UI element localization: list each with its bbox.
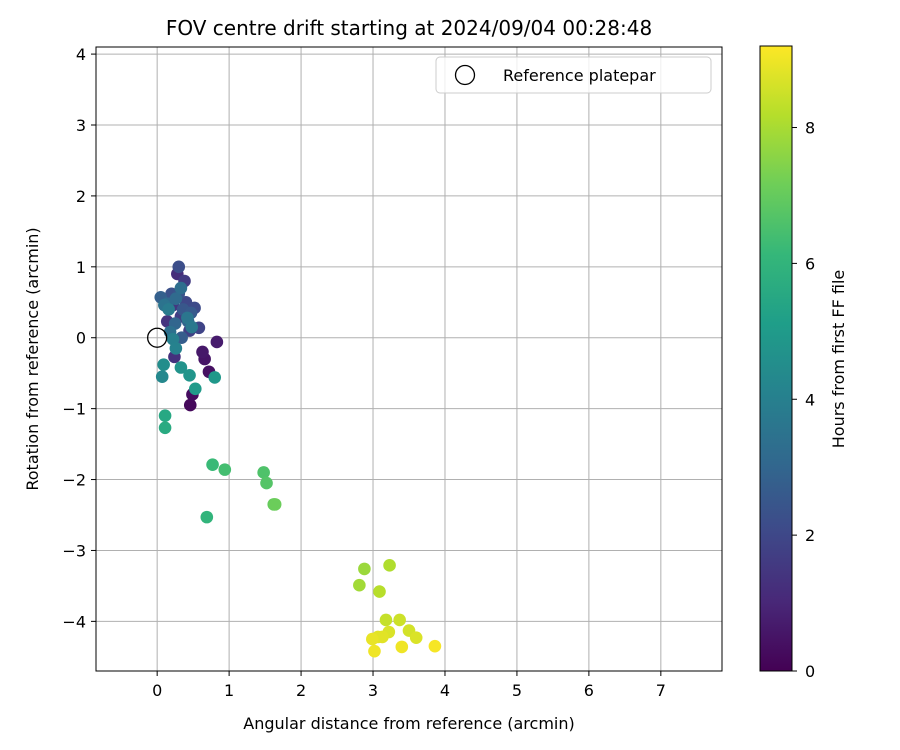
colorbar-gradient [759,45,793,672]
x-tick-label: 4 [440,681,450,700]
colorbar-label: Hours from first FF file [829,270,848,449]
data-point [174,361,188,374]
legend-box [435,56,712,94]
data-point [157,358,170,371]
x-tick-label: 7 [656,681,666,700]
colorbar-tick-label: 8 [805,119,815,138]
y-tick-label: 4 [76,45,86,64]
y-axis-label: Rotation from reference (arcmin) [23,227,42,490]
colorbar-tick-label: 2 [805,526,815,545]
data-point [200,510,214,524]
y-tick-label: −3 [62,541,86,560]
data-point [174,281,188,295]
x-axis-ticks: 0 1 2 3 4 5 6 7 [152,671,666,700]
data-point [366,632,379,646]
colorbar: 0 2 4 6 8 Hours from first FF file [759,45,848,681]
data-point [188,382,202,396]
data-point [208,371,222,384]
y-tick-label: −1 [62,400,86,419]
data-point [257,466,270,479]
data-point [172,260,186,274]
legend-label: Reference platepar [503,66,656,85]
data-point [196,345,209,359]
data-point [373,585,386,598]
y-tick-label: −2 [62,471,86,490]
data-point [185,320,198,334]
colorbar-tick-label: 4 [805,390,815,409]
colorbar-ticks: 0 2 4 6 8 [792,119,815,681]
data-point [358,562,371,576]
data-point [260,476,273,490]
data-point [162,303,175,316]
y-tick-label: 2 [76,187,86,206]
data-point [368,644,381,658]
data-point [393,613,406,627]
data-point [158,421,172,435]
plot-frame [95,46,723,672]
y-tick-label: −4 [62,612,86,631]
x-axis-label: Angular distance from reference (arcmin) [243,714,574,733]
legend: Reference platepar [435,56,712,94]
y-tick-label: 3 [76,116,86,135]
data-point [155,370,169,384]
data-point [183,398,197,412]
data-point [268,498,282,511]
data-point [428,639,442,653]
colorbar-tick-label: 0 [805,662,815,681]
x-tick-label: 1 [224,681,234,700]
y-tick-label: 1 [76,258,86,277]
data-point [383,559,396,572]
data-point [158,409,172,423]
reference-marker-layer [147,327,168,348]
y-axis-ticks: −4 −3 −2 −1 0 1 2 3 4 [62,45,96,631]
data-point [353,578,366,592]
data-point [210,335,224,349]
data-point [206,458,219,471]
data-point [169,342,183,355]
data-point [183,369,196,382]
y-tick-label: 0 [76,329,86,348]
x-tick-label: 2 [296,681,306,700]
colorbar-tick-label: 6 [805,254,815,273]
data-point [395,640,409,654]
data-point [379,613,393,627]
x-tick-label: 6 [584,681,594,700]
x-tick-label: 3 [368,681,378,700]
data-point [218,463,232,476]
data-points [154,260,442,658]
grid [96,47,722,671]
chart-title: FOV centre drift starting at 2024/09/04 … [166,16,652,40]
data-point [169,292,183,306]
data-point [409,631,423,644]
x-tick-label: 5 [512,681,522,700]
legend-marker-hollow-circle [454,64,476,86]
x-tick-label: 0 [152,681,162,700]
reference-platepar-marker [147,327,168,348]
